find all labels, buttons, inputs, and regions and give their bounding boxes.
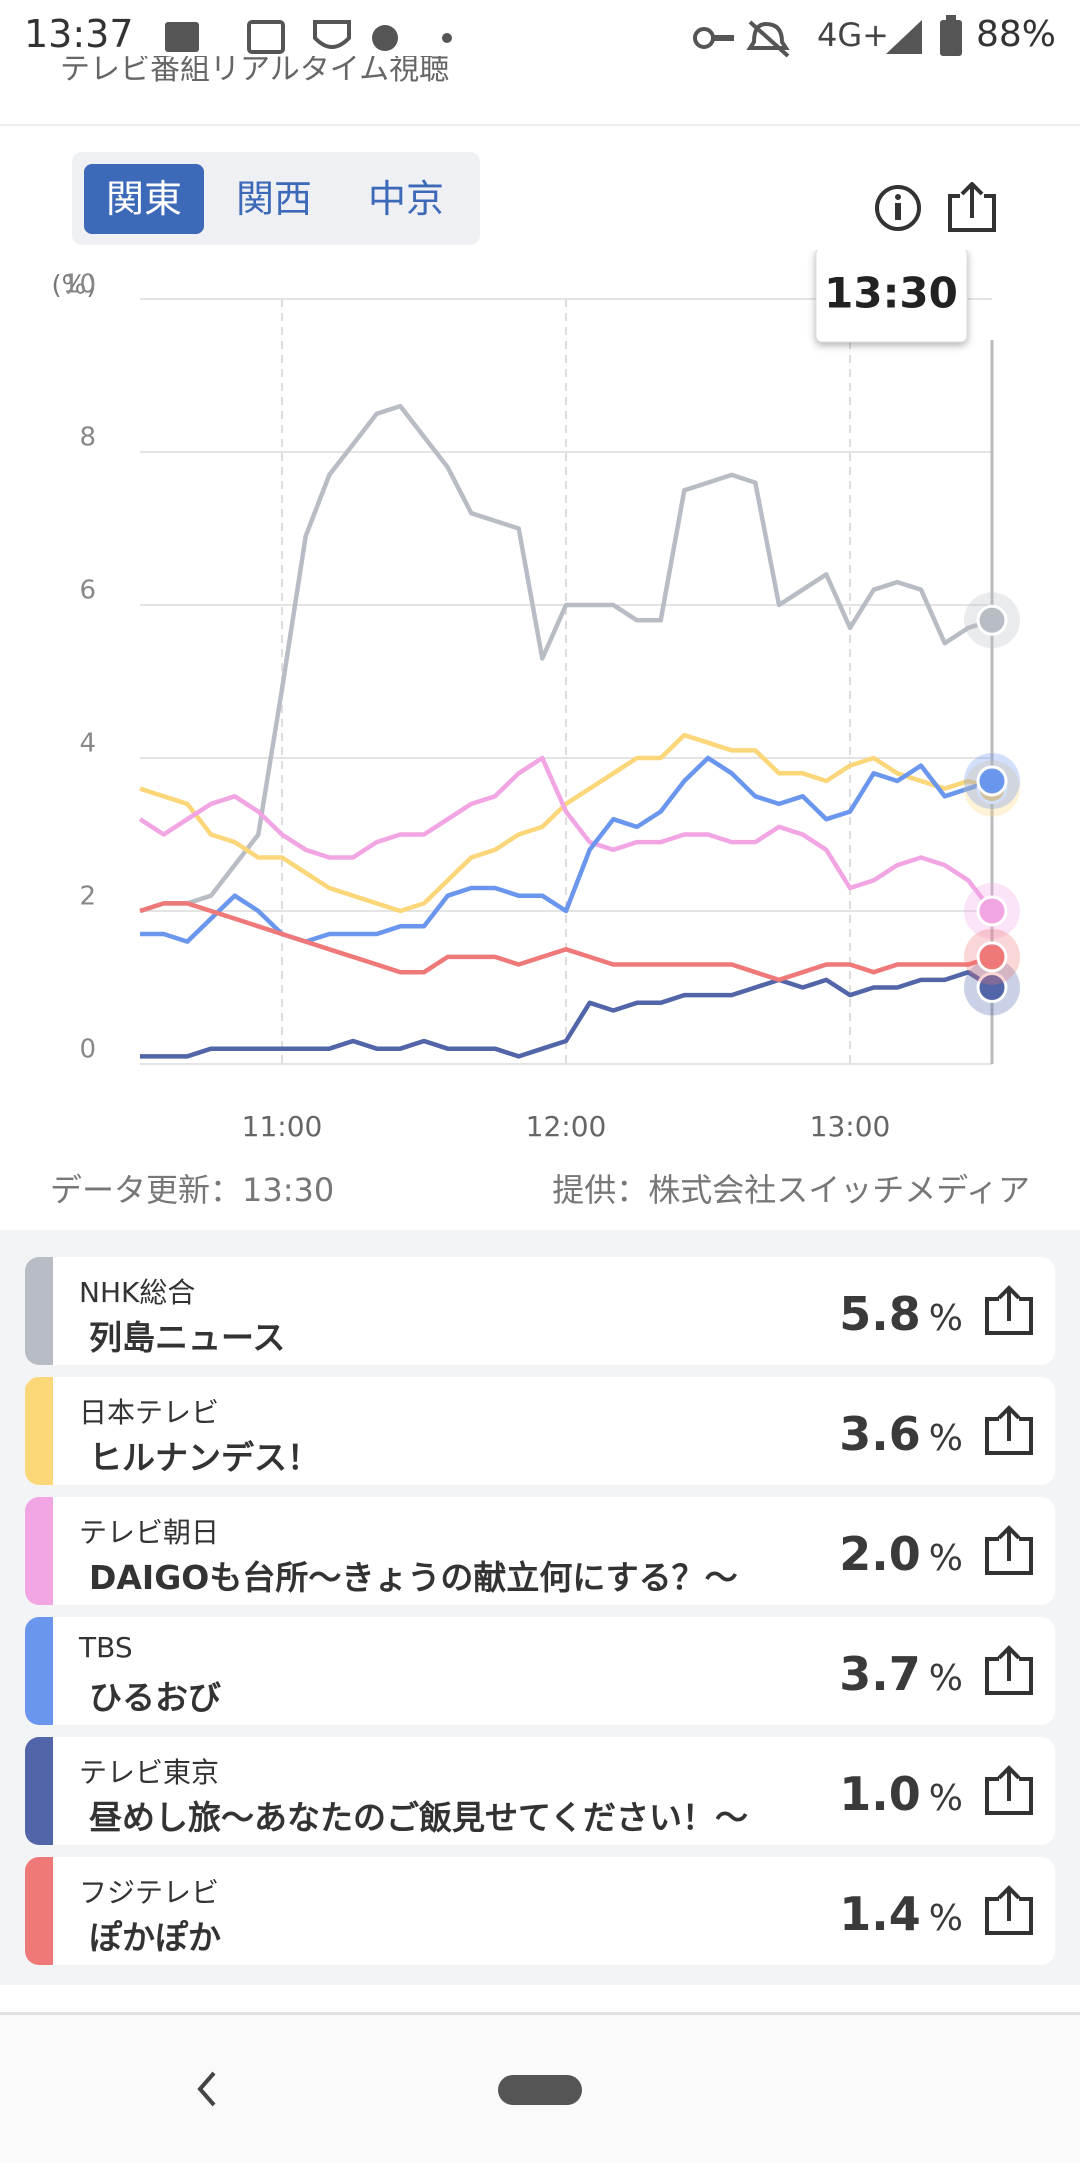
back-button[interactable] [197,2071,216,2107]
program-list: NHK総合列島ニュース 5.8% 日本テレビヒルナンデス！ 3.6% テレビ朝日 DAIG… [0,1230,1080,1985]
program-title: DAIGOも台所〜きょうの献立何にする？〜 [89,1558,738,1597]
program-card[interactable]: テレビ朝日 DAIGOも台所〜きょうの献立何にする？〜 2.0% [25,1497,1055,1605]
divider [0,124,1080,126]
status-icons-right [693,20,922,58]
tab[interactable]: 中京 [367,177,444,221]
channel-color [25,1257,53,1365]
update-time: データ更新：13:30 [50,1171,335,1209]
rating: 5.8% [839,1287,963,1341]
series-line [138,755,994,913]
y-tick-label: 6 [79,576,96,606]
rating-unit: % [928,1418,963,1459]
rating: 3.6% [839,1407,963,1461]
status-bar: 13:37 4G+ 88% [0,0,1080,76]
nav-buttons [197,2071,582,2107]
end-dot [976,972,1008,1003]
rating-unit: % [928,1898,963,1939]
battery-level: 88% [976,14,1057,55]
chart: (%) 0 2 4 6 8 10 11:00 12:00 13:00 13:30 [52,250,1020,1143]
rating-unit: % [928,1538,963,1579]
rating-value: 1.4 [839,1887,921,1941]
end-dot [976,765,1008,797]
channel-color [25,1377,53,1485]
share-button[interactable] [983,1405,1035,1457]
program-card[interactable]: 日本テレビヒルナンデス！ 3.6% [25,1377,1055,1485]
channel-color [25,1857,53,1965]
tab[interactable]: 関西 [235,177,312,221]
y-tick-label: 0 [79,1035,96,1065]
y-tick-label: 8 [79,423,96,453]
program-title: ぽかぽか [89,1918,221,1957]
rating-value: 3.6 [839,1407,921,1461]
end-dot [976,941,1008,973]
series-line [139,901,993,983]
program-card[interactable]: TBS ひるおび 3.7% [25,1617,1055,1725]
x-tick-label: 12:00 [526,1110,607,1143]
series-line [140,969,994,1059]
rating-value: 3.7 [839,1647,921,1701]
battery-icon [940,15,962,56]
share-button[interactable] [948,182,996,232]
channel-name: テレビ東京 [79,1756,220,1789]
program-title: ヒルナンデス！ [89,1438,320,1477]
channel-name: 日本テレビ [79,1396,220,1429]
series-line [139,403,993,914]
rating-unit: % [928,1778,963,1819]
share-button[interactable] [983,1765,1035,1817]
data-source: 提供：株式会社スイッチメディア [552,1171,1030,1209]
program-card[interactable]: テレビ東京昼めし旅〜あなたのご飯見せてください！〜 1.0% [25,1737,1055,1845]
x-tick-label: 11:00 [242,1110,323,1143]
status-time: 13:37 [24,12,134,56]
rating-value: 2.0 [839,1527,921,1581]
tab-active[interactable]: 関東 [84,164,204,234]
network-type: 4G+ [817,16,889,54]
channel-name: フジテレビ [79,1876,220,1909]
tooltip-box [815,250,968,343]
rating-value: 5.8 [839,1287,921,1341]
status-icons [165,20,452,54]
program-card[interactable]: NHK総合列島ニュース 5.8% [25,1257,1055,1365]
program-title: ひるおび [89,1678,221,1717]
rating: 1.0% [839,1767,963,1821]
series-line [139,732,993,914]
rating: 2.0% [839,1527,963,1581]
y-tick-label: 4 [79,729,96,759]
end-dot [976,604,1008,636]
channel-color [25,1497,53,1605]
rating: 3.7% [839,1647,963,1701]
y-tick-label: 10 [63,270,96,300]
rating-unit: % [928,1298,963,1339]
channel-name: NHK総合 [79,1276,196,1309]
program-title: 列島ニュース [89,1318,286,1357]
y-unit: (%) [52,271,97,301]
channel-color [25,1617,53,1725]
header-title: テレビ番組リアルタイム視聴率 [60,56,450,86]
tooltip-label: 13:30 [824,269,958,318]
rating-unit: % [928,1658,963,1699]
share-button[interactable] [983,1885,1035,1937]
end-dot [976,895,1008,927]
program-title: 昼めし旅〜あなたのご飯見せてください！〜 [89,1798,749,1837]
rating: 1.4% [839,1887,963,1941]
x-tick-label: 13:00 [810,1110,891,1143]
nav-bar [0,2012,1080,2163]
chart-actions [875,182,996,232]
region-tabs: 関東 関西 中京 [72,152,480,245]
rating-value: 1.0 [839,1767,921,1821]
channel-color [25,1737,53,1845]
home-button[interactable] [498,2075,582,2105]
channel-name: TBS [79,1631,133,1664]
share-button[interactable] [983,1285,1035,1337]
y-tick-label: 2 [79,882,96,912]
share-button[interactable] [983,1525,1035,1577]
program-card[interactable]: フジテレビぽかぽか 1.4% [25,1857,1055,1965]
header: テレビ番組リアルタイム視聴率 [60,56,460,86]
channel-name: テレビ朝日 [79,1516,220,1549]
share-button[interactable] [983,1645,1035,1697]
info-button[interactable] [875,185,921,231]
